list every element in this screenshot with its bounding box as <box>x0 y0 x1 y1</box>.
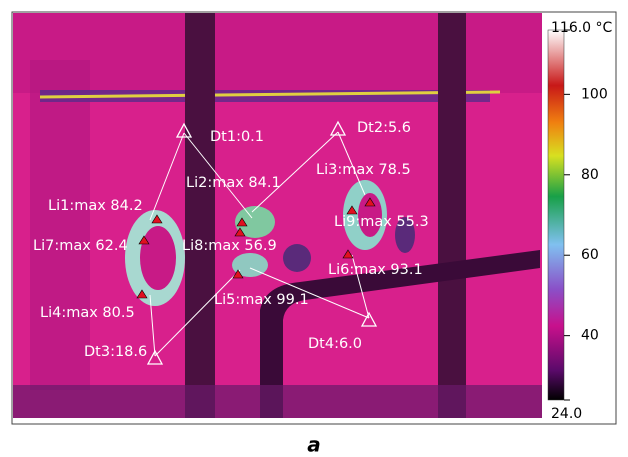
tick-label: 100 <box>581 86 608 102</box>
tick-label: 24.0 <box>551 406 582 422</box>
tick-label: 60 <box>581 247 599 263</box>
annotation-label: Li4:max 80.5 <box>40 305 135 321</box>
annotation-label: Li2:max 84.1 <box>186 175 281 191</box>
colorbar <box>548 30 564 400</box>
annotation-label: Li1:max 84.2 <box>48 198 143 214</box>
annotation-label: Li9:max 55.3 <box>334 214 429 230</box>
annotation-label: Dt4:6.0 <box>308 336 362 352</box>
thermal-view: Dt1:0.1 Dt2:5.6 Li3:max 78.5 Li2:max 84.1 Li… <box>0 0 628 457</box>
tick-label: 40 <box>581 328 599 344</box>
annotation-label: Li7:max 62.4 <box>33 238 128 254</box>
annotation-label: Li3:max 78.5 <box>316 162 411 178</box>
tick-label: 116.0 °C <box>551 20 613 36</box>
tick-label: 80 <box>581 167 599 183</box>
annotation-label: Li5:max 99.1 <box>214 292 309 308</box>
caption: a <box>307 433 321 457</box>
annotation-label: Li8:max 56.9 <box>182 238 277 254</box>
annotation-label: Dt2:5.6 <box>357 120 411 136</box>
annotation-label: Li6:max 93.1 <box>328 262 423 278</box>
annotation-label: Dt1:0.1 <box>210 129 264 145</box>
annotation-label: Dt3:18.6 <box>84 344 147 360</box>
